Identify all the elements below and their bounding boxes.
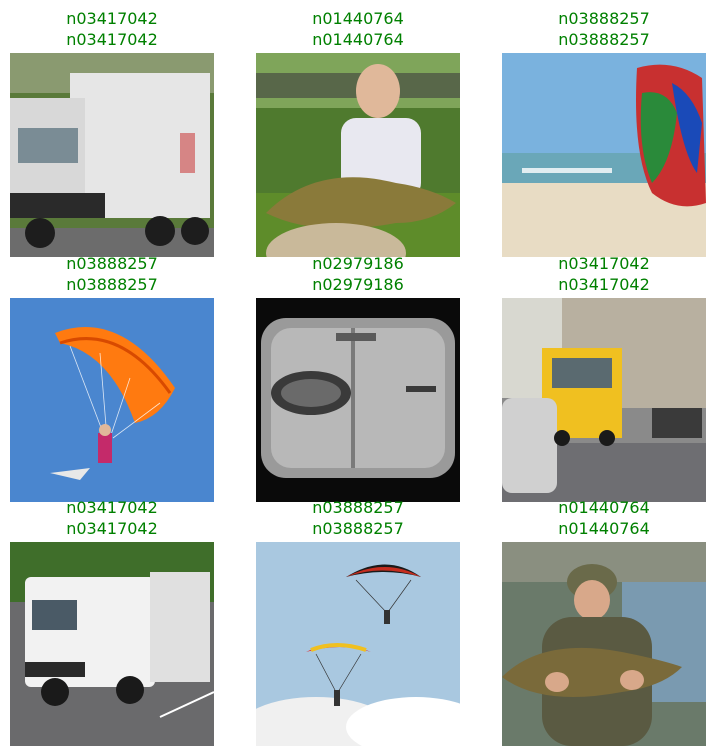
grid-tile: n03888257 n03888257 [502,8,706,257]
tile-caption: n03888257 n03888257 [502,8,706,50]
garbage-truck-image [502,298,706,502]
caption-line: n01440764 [312,9,404,28]
caption-line: n03417042 [66,9,158,28]
caption-line: n01440764 [558,498,650,517]
caption-line: n03417042 [558,275,650,294]
tile-caption: n01440764 n01440764 [256,8,460,50]
caption-line: n03888257 [558,9,650,28]
caption-line: n01440764 [312,30,404,49]
grid-tile: n03417042 n03417042 [10,497,214,746]
garbage-truck-image [10,53,214,257]
grid-tile: n02979186 n02979186 [256,253,460,502]
caption-line: n03417042 [66,30,158,49]
parachute-image [256,542,460,746]
grid-tile: n03888257 n03888257 [256,497,460,746]
parachute-image [502,53,706,257]
fish-image [502,542,706,746]
grid-tile: n01440764 n01440764 [256,8,460,257]
cassette-player-image [256,298,460,502]
caption-line: n03888257 [558,30,650,49]
tile-caption: n03888257 n03888257 [10,253,214,295]
caption-line: n02979186 [312,275,404,294]
caption-line: n03888257 [66,254,158,273]
tile-caption: n03417042 n03417042 [10,497,214,539]
tile-caption: n03888257 n03888257 [256,497,460,539]
caption-line: n02979186 [312,254,404,273]
caption-line: n03888257 [66,275,158,294]
tile-caption: n03417042 n03417042 [10,8,214,50]
caption-line: n03417042 [66,519,158,538]
parachute-image [10,298,214,502]
grid-tile: n03417042 n03417042 [502,253,706,502]
grid-tile: n03888257 n03888257 [10,253,214,502]
caption-line: n01440764 [558,519,650,538]
caption-line: n03888257 [312,519,404,538]
caption-line: n03417042 [66,498,158,517]
tile-caption: n02979186 n02979186 [256,253,460,295]
caption-line: n03417042 [558,254,650,273]
tile-caption: n01440764 n01440764 [502,497,706,539]
caption-line: n03888257 [312,498,404,517]
fish-image [256,53,460,257]
tile-caption: n03417042 n03417042 [502,253,706,295]
grid-tile: n01440764 n01440764 [502,497,706,746]
garbage-truck-image [10,542,214,746]
grid-tile: n03417042 n03417042 [10,8,214,257]
